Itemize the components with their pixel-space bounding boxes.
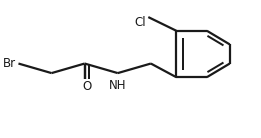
Text: NH: NH <box>109 79 127 91</box>
Text: Br: Br <box>3 57 16 70</box>
Text: O: O <box>82 80 92 93</box>
Text: Cl: Cl <box>134 16 146 29</box>
